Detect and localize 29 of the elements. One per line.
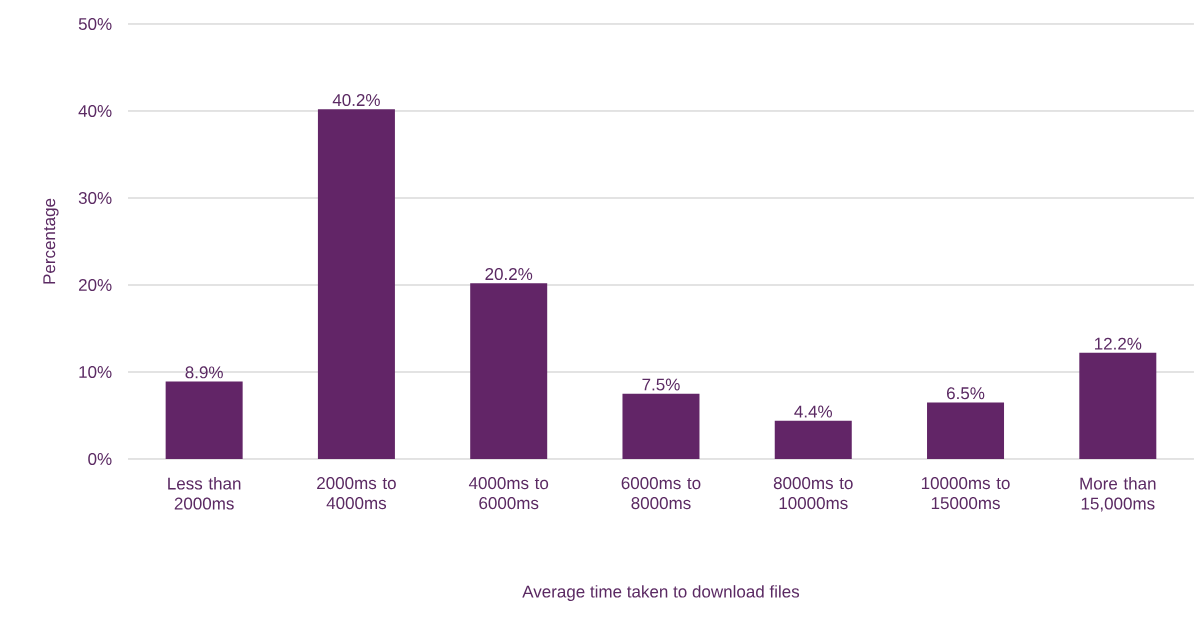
data-label: 40.2% [332, 94, 380, 107]
y-axis-title: Percentage [43, 198, 59, 284]
y-tick-label: 0% [88, 452, 112, 466]
x-tick-label: 6000ms to 8000ms [621, 477, 701, 510]
bar [774, 420, 852, 459]
x-axis-title: Average time taken to download files [522, 585, 800, 601]
x-tick-label: 8000ms to 10000ms [773, 477, 853, 510]
bar [1079, 352, 1157, 459]
data-label: 12.2% [1095, 337, 1142, 350]
data-label: 7.5% [642, 378, 680, 391]
bar [622, 393, 700, 459]
x-tick-label: 4000ms to 6000ms [468, 477, 549, 510]
y-tick-label: 50% [78, 17, 112, 31]
x-tick-label: More than 15,000ms [1080, 477, 1156, 512]
x-tick-label: Less than 2000ms [168, 477, 241, 510]
x-tick-label: 2000ms to 4000ms [317, 477, 396, 510]
data-label: 4.4% [794, 405, 833, 418]
y-tick-label: 30% [78, 191, 112, 205]
bar [317, 109, 395, 459]
y-tick-label: 40% [78, 104, 112, 118]
data-label: 20.2% [485, 268, 533, 281]
bar [470, 283, 548, 459]
data-label: 6.5% [947, 387, 985, 400]
bar [927, 402, 1005, 459]
data-label: 8.9% [185, 366, 223, 379]
y-tick-label: 20% [78, 278, 112, 292]
y-tick-label: 10% [79, 365, 112, 379]
bar [165, 381, 243, 459]
x-tick-label: 10000ms to 15000ms [921, 477, 1010, 510]
